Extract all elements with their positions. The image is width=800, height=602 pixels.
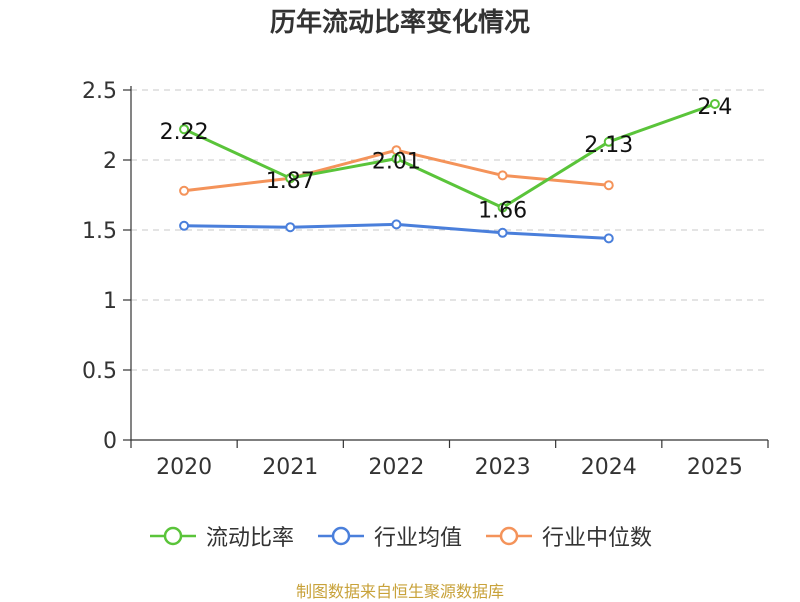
data-point-current-ratio xyxy=(285,173,296,184)
x-tick-label: 2024 xyxy=(581,455,637,480)
source-note: 制图数据来自恒生聚源数据库 xyxy=(295,582,504,601)
legend: 流动比率 行业均值 行业中位数 xyxy=(0,520,800,552)
y-tick-label: 2.5 xyxy=(82,79,117,104)
legend-label-industry-median: 行业中位数 xyxy=(542,526,653,551)
data-point-current-ratio xyxy=(497,202,508,213)
legend-item-industry-median[interactable]: 行业中位数 xyxy=(484,520,652,552)
data-point-current-ratio xyxy=(709,99,720,109)
y-tick-label: 1.5 xyxy=(82,219,117,244)
data-point-industry-mean xyxy=(497,227,508,238)
legend-swatch-industry-median xyxy=(486,526,532,546)
legend-marker-current-ratio xyxy=(163,526,183,546)
legend-item-industry-mean[interactable]: 行业均值 xyxy=(316,520,462,552)
legend-marker-industry-mean xyxy=(331,526,351,546)
x-tick-label: 2021 xyxy=(262,455,318,480)
data-point-industry-median xyxy=(179,185,190,196)
x-tick-label: 2020 xyxy=(156,455,212,480)
legend-label-current-ratio: 流动比率 xyxy=(205,526,294,551)
data-label: 2.22 xyxy=(160,120,209,145)
data-label: 2.01 xyxy=(372,150,421,175)
data-label: 1.66 xyxy=(478,199,527,224)
data-label: 2.13 xyxy=(584,133,633,158)
data-point-industry-median xyxy=(497,170,508,181)
data-point-industry-mean xyxy=(285,222,296,233)
chart-title: 历年流动比率变化情况 xyxy=(269,8,530,38)
legend-item-current-ratio[interactable]: 流动比率 xyxy=(148,520,294,552)
data-point-industry-mean xyxy=(603,233,614,244)
data-point-current-ratio xyxy=(179,124,190,135)
y-tick-label: 1 xyxy=(103,289,117,314)
data-point-industry-median xyxy=(603,180,614,191)
legend-marker-industry-median xyxy=(499,526,519,546)
series-line-current-ratio xyxy=(183,102,716,210)
x-tick-label: 2025 xyxy=(687,455,743,480)
y-tick-label: 0 xyxy=(103,429,117,454)
legend-label-industry-mean: 行业均值 xyxy=(373,526,462,551)
data-label: 2.4 xyxy=(697,95,732,120)
y-tick-label: 0.5 xyxy=(82,359,117,384)
x-tick-label: 2023 xyxy=(475,455,531,480)
x-tick-label: 2022 xyxy=(368,455,424,480)
legend-swatch-industry-mean xyxy=(317,526,364,546)
data-point-industry-mean xyxy=(391,219,402,230)
data-point-current-ratio xyxy=(603,136,614,147)
data-point-current-ratio xyxy=(391,153,402,164)
legend-swatch-current-ratio xyxy=(149,526,196,546)
y-tick-label: 2 xyxy=(103,149,117,174)
data-label: 1.87 xyxy=(266,169,315,194)
data-point-industry-mean xyxy=(179,220,190,231)
